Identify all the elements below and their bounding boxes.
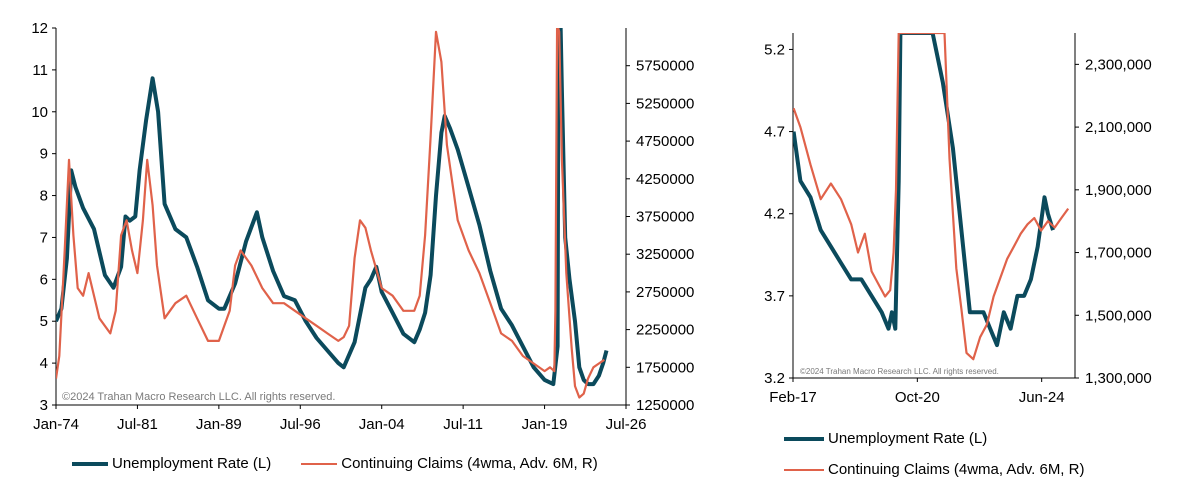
x-tick-label: Jan-89 — [196, 416, 242, 433]
legend-swatch-unemployment — [784, 436, 824, 441]
legend-recent-unemployment: Unemployment Rate (L) — [784, 430, 987, 447]
right-tick-label: 1750000 — [636, 359, 694, 376]
x-tick-label: Jul-81 — [117, 416, 158, 433]
right-tick-label: 3250000 — [636, 246, 694, 263]
left-tick-label: 5 — [40, 313, 48, 330]
x-tick-label: Jul-26 — [606, 416, 647, 433]
right-tick-label: 2250000 — [636, 322, 694, 339]
legend-label-unemployment: Unemployment Rate (L) — [828, 430, 988, 447]
x-tick-label: Jan-19 — [522, 416, 568, 433]
right-tick-label: 2750000 — [636, 284, 694, 301]
left-tick-label: 4 — [40, 355, 48, 372]
right-tick-label: 5750000 — [636, 58, 694, 75]
left-tick-label: 8 — [40, 188, 48, 205]
legend-swatch-claims — [301, 462, 338, 465]
right-tick-label: 1250000 — [636, 397, 694, 414]
right-tick-label: 4750000 — [636, 133, 694, 150]
series-line-unemployment — [56, 28, 609, 387]
x-tick-label: Jul-11 — [443, 416, 483, 433]
left-tick-label: 11 — [32, 62, 48, 79]
left-tick-label: 6 — [40, 271, 48, 288]
legend-swatch-unemployment — [72, 461, 108, 466]
right-tick-label: 4250000 — [636, 171, 694, 188]
legend-label-unemployment: Unemployment Rate (L) — [112, 455, 272, 472]
left-tick-label: 3 — [40, 397, 48, 414]
chart-recent — [750, 0, 1170, 420]
left-tick-label: 10 — [31, 104, 48, 121]
legend-label-claims: Continuing Claims (4wma, Adv. 6M, R) — [341, 455, 598, 472]
left-tick-label: 7 — [40, 229, 48, 246]
series-line-claims — [56, 28, 605, 399]
right-tick-label: 5250000 — [636, 95, 694, 112]
right-tick-label: 3750000 — [636, 209, 694, 226]
left-tick-label: 12 — [31, 20, 48, 37]
legend-label-claims: Continuing Claims (4wma, Adv. 6M, R) — [828, 461, 1085, 478]
chart-long-term: ©2024 Trahan Macro Research LLC. All rig… — [31, 20, 694, 433]
x-tick-label: Jan-04 — [359, 416, 405, 433]
x-tick-label: Jan-74 — [33, 416, 79, 433]
watermark: ©2024 Trahan Macro Research LLC. All rig… — [62, 391, 335, 403]
x-tick-label: Jul-96 — [280, 416, 321, 433]
legend-recent-claims: Continuing Claims (4wma, Adv. 6M, R) — [784, 461, 1084, 478]
legend-swatch-claims — [784, 468, 824, 471]
legend-long-term: Unemployment Rate (L) Continuing Claims … — [72, 455, 598, 472]
left-tick-label: 9 — [40, 146, 48, 163]
